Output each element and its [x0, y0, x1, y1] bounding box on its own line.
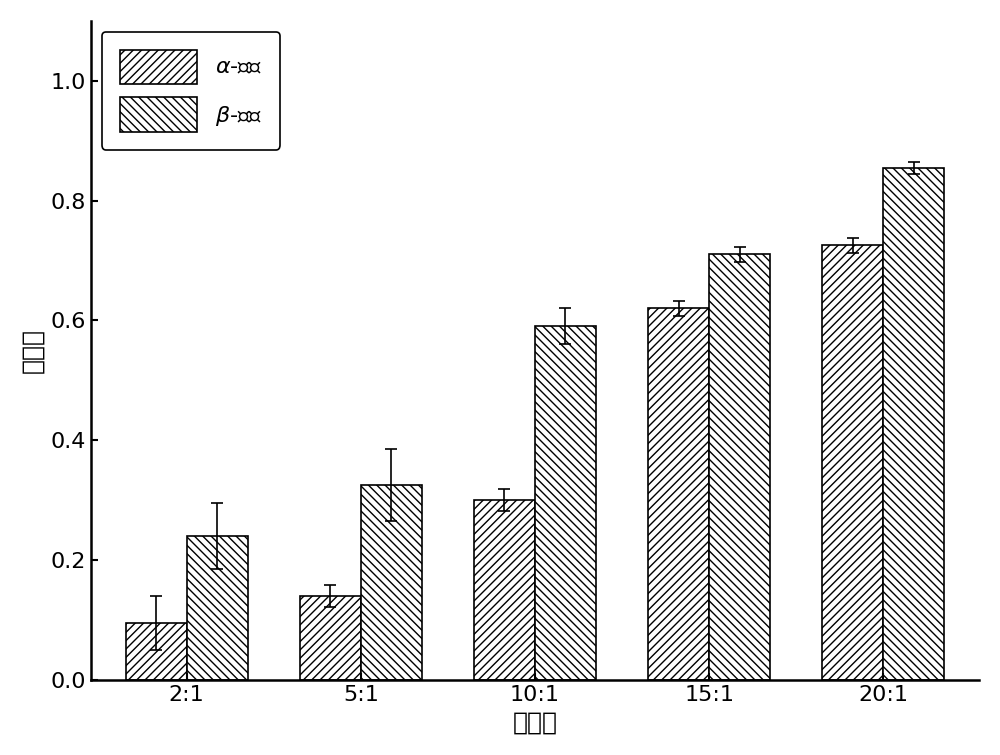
Bar [361, 485, 422, 680]
X-axis label: 物料比: 物料比 [512, 710, 557, 734]
Y-axis label: 降解率: 降解率 [21, 328, 45, 373]
Legend: $\alpha$-硫丹, $\beta$-硫丹: $\alpha$-硫丹, $\beta$-硫丹 [102, 32, 280, 149]
Bar [883, 168, 944, 680]
Bar [300, 596, 361, 680]
Bar [648, 308, 709, 680]
Bar [709, 254, 770, 680]
Bar [535, 326, 596, 680]
Bar [187, 536, 248, 680]
Bar [822, 245, 883, 680]
Bar [474, 500, 535, 680]
Bar [126, 623, 187, 680]
